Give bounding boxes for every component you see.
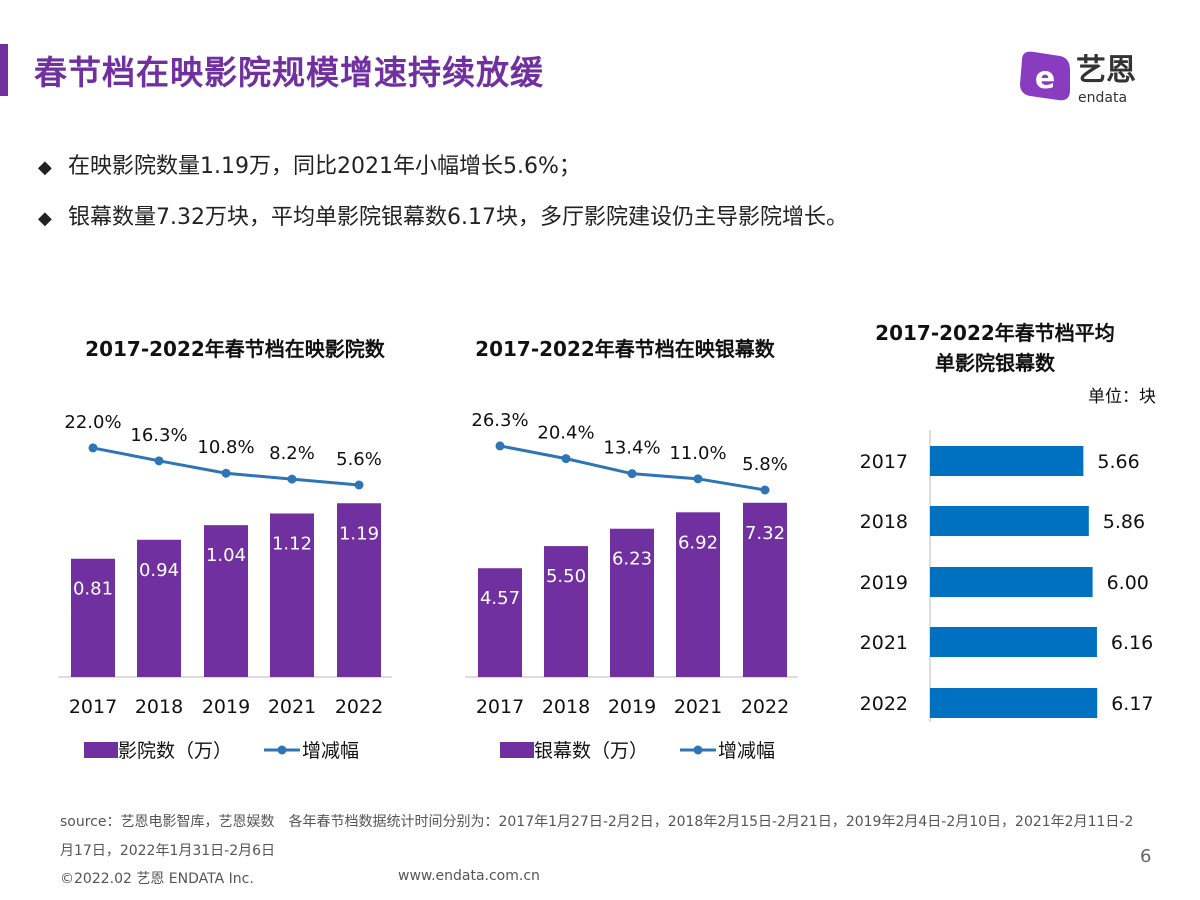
line-label: 13.4% bbox=[603, 438, 660, 459]
x-tick-label: 2018 bbox=[542, 696, 590, 718]
page-number: 6 bbox=[1140, 846, 1152, 867]
hbar-label: 5.66 bbox=[1097, 451, 1139, 473]
line-point bbox=[627, 469, 637, 479]
legend-bar-swatch bbox=[84, 742, 118, 758]
unit-label: 单位：块 bbox=[1088, 387, 1156, 407]
source-note: source：艺恩电影智库，艺恩娱数 各年春节档数据统计时间分别为：2017年1… bbox=[60, 814, 1134, 859]
bar bbox=[270, 513, 314, 677]
line-label: 26.3% bbox=[471, 410, 528, 431]
x-tick-label: 2018 bbox=[135, 696, 183, 718]
svg-text:endata: endata bbox=[1078, 90, 1127, 106]
hbar-label: 6.00 bbox=[1107, 572, 1149, 594]
hbar bbox=[930, 567, 1093, 597]
line-point bbox=[495, 441, 505, 451]
line-label: 11.0% bbox=[669, 443, 726, 464]
line-label: 20.4% bbox=[537, 423, 594, 444]
legend-line-marker bbox=[693, 745, 703, 755]
y-tick-label: 2019 bbox=[860, 572, 908, 594]
bar bbox=[71, 558, 115, 677]
y-tick-label: 2022 bbox=[860, 693, 908, 715]
x-tick-label: 2019 bbox=[202, 696, 250, 718]
chart-title: 2017-2022年春节档平均 bbox=[875, 321, 1115, 345]
x-tick-label: 2019 bbox=[608, 696, 656, 718]
x-tick-label: 2022 bbox=[741, 696, 789, 718]
bar-label: 5.50 bbox=[546, 566, 586, 587]
bar bbox=[544, 546, 588, 677]
bar bbox=[137, 539, 181, 677]
line-point bbox=[221, 468, 231, 478]
chart-title: 2017-2022年春节档在映影院数 bbox=[85, 337, 386, 361]
legend-bar-label: 银幕数（万） bbox=[534, 740, 648, 762]
x-tick-label: 2021 bbox=[674, 696, 722, 718]
summary-bullets: ◆ 在映影院数量1.19万，同比2021年小幅增长5.6%； ◆ 银幕数量7.32万… bbox=[38, 142, 848, 244]
bar-label: 1.12 bbox=[272, 533, 312, 554]
bullet-item: ◆ 在映影院数量1.19万，同比2021年小幅增长5.6%； bbox=[38, 142, 848, 193]
line-point bbox=[154, 456, 164, 466]
line-point bbox=[287, 474, 297, 484]
hbar-label: 6.17 bbox=[1111, 693, 1153, 715]
line-point bbox=[354, 480, 364, 490]
bullet-item: ◆ 银幕数量7.32万块，平均单影院银幕数6.17块，多厅影院建设仍主导影院增长。 bbox=[38, 193, 848, 244]
copyright: ©2022.02 艺恩 ENDATA Inc. bbox=[60, 871, 254, 887]
hbar bbox=[930, 446, 1084, 476]
chart-title: 单影院银幕数 bbox=[935, 351, 1056, 375]
diamond-icon: ◆ bbox=[38, 208, 52, 229]
x-tick-label: 2017 bbox=[69, 696, 117, 718]
line-point bbox=[561, 454, 571, 464]
bar-label: 6.92 bbox=[678, 532, 718, 553]
line-label: 10.8% bbox=[197, 437, 254, 458]
bar-label: 1.04 bbox=[206, 545, 246, 566]
hbar bbox=[930, 506, 1089, 536]
hbar bbox=[930, 627, 1097, 657]
hbar-label: 5.86 bbox=[1103, 511, 1145, 533]
legend-line-label: 增减幅 bbox=[302, 740, 359, 762]
bar bbox=[743, 502, 787, 677]
bar bbox=[610, 528, 654, 677]
bar-label: 7.32 bbox=[745, 523, 785, 544]
line-point bbox=[760, 485, 770, 495]
legend-bar-label: 影院数（万） bbox=[118, 740, 232, 762]
legend-bar-swatch bbox=[500, 742, 534, 758]
chart-title: 2017-2022年春节档在映银幕数 bbox=[475, 337, 776, 361]
line-label: 22.0% bbox=[64, 412, 121, 433]
y-tick-label: 2021 bbox=[860, 632, 908, 654]
bar-label: 0.81 bbox=[73, 579, 113, 600]
bar-label: 4.57 bbox=[480, 588, 520, 609]
bar-label: 6.23 bbox=[612, 549, 652, 570]
line-label: 5.6% bbox=[336, 449, 382, 470]
hbar-label: 6.16 bbox=[1111, 632, 1153, 654]
line-label: 5.8% bbox=[742, 454, 788, 475]
line-point bbox=[88, 443, 98, 453]
bar bbox=[337, 503, 381, 677]
x-tick-label: 2017 bbox=[476, 696, 524, 718]
svg-text:e: e bbox=[1035, 61, 1055, 96]
svg-text:艺恩: 艺恩 bbox=[1076, 53, 1136, 88]
bar-label: 1.19 bbox=[339, 523, 379, 544]
title-accent-bar bbox=[0, 44, 8, 96]
bar bbox=[676, 512, 720, 677]
bar bbox=[478, 568, 522, 677]
x-tick-label: 2021 bbox=[268, 696, 316, 718]
legend-line-marker bbox=[277, 745, 287, 755]
legend-line-label: 增减幅 bbox=[718, 740, 775, 762]
y-tick-label: 2018 bbox=[860, 511, 908, 533]
bar-label: 0.94 bbox=[139, 560, 179, 581]
diamond-icon: ◆ bbox=[38, 157, 52, 178]
y-tick-label: 2017 bbox=[860, 451, 908, 473]
x-tick-label: 2022 bbox=[335, 696, 383, 718]
page-title: 春节档在映影院规模增速持续放缓 bbox=[34, 53, 544, 92]
hbar bbox=[930, 688, 1098, 718]
line-label: 16.3% bbox=[130, 425, 187, 446]
line-point bbox=[693, 474, 703, 484]
line-label: 8.2% bbox=[269, 443, 315, 464]
endata-logo: e 艺恩 endata bbox=[1020, 51, 1136, 106]
bar bbox=[204, 525, 248, 677]
website-link[interactable]: www.endata.com.cn bbox=[398, 868, 540, 884]
